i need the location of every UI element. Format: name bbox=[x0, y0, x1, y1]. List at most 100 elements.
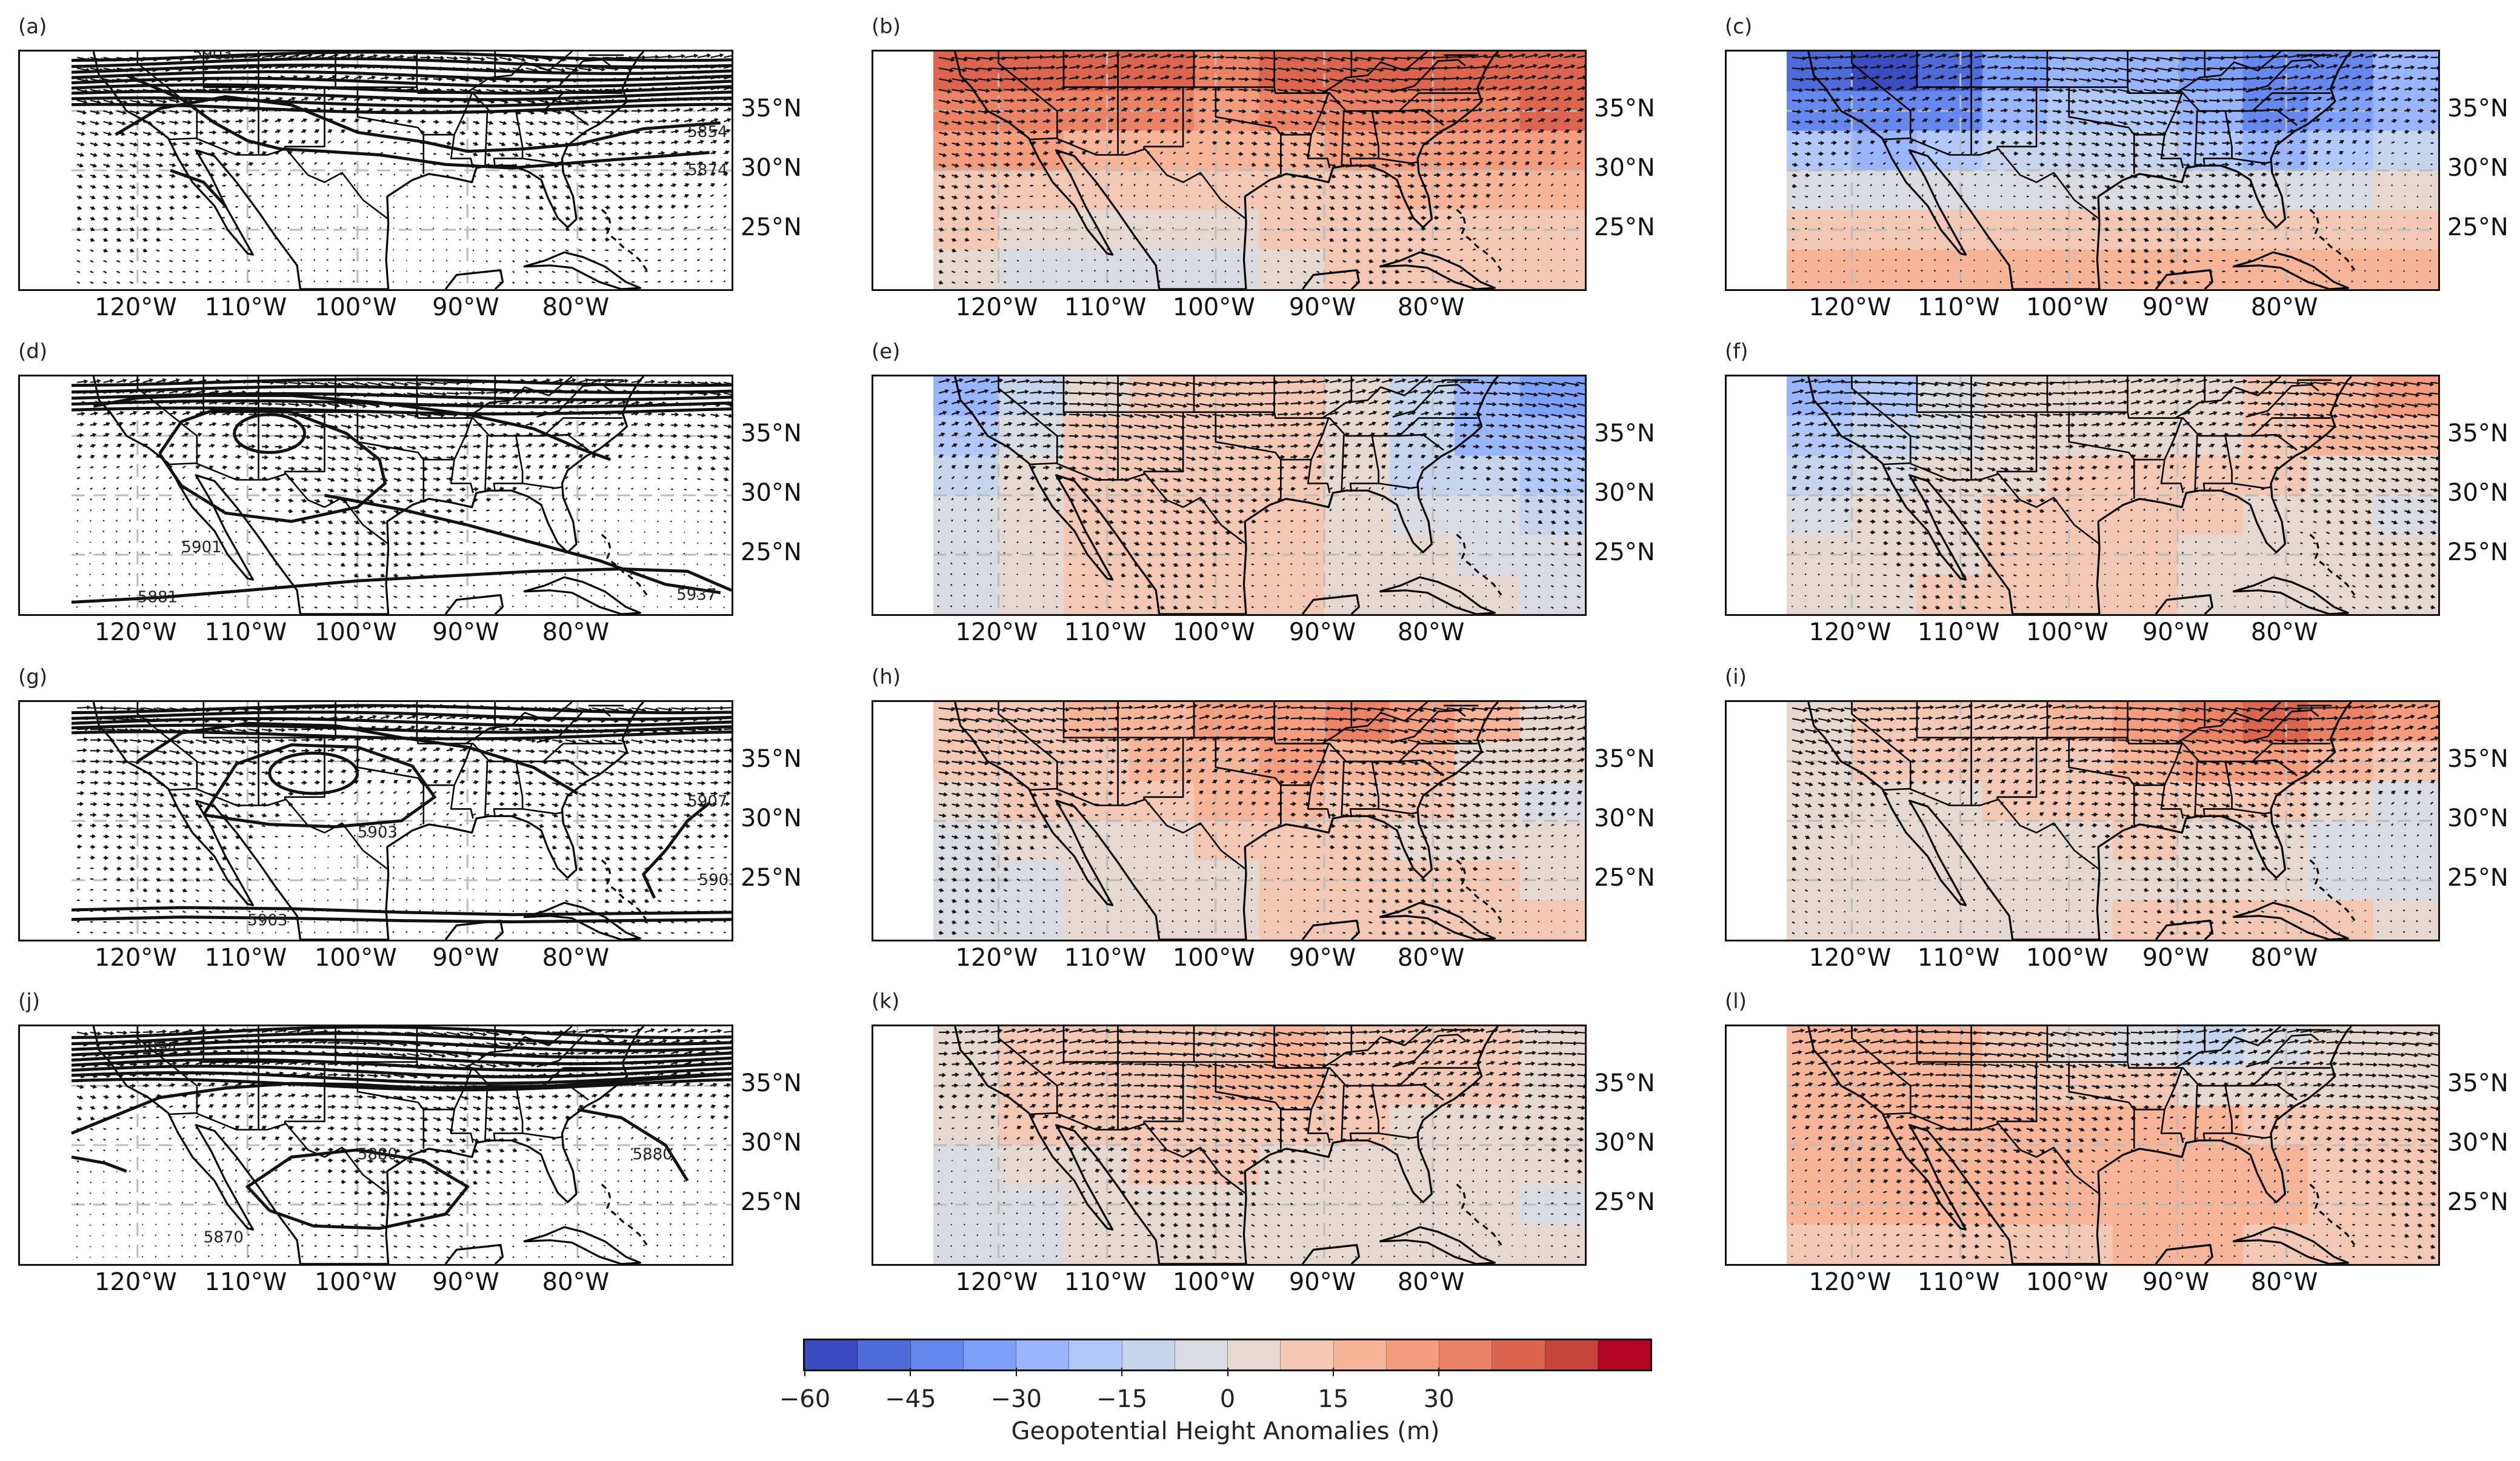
colorbar-segment bbox=[1545, 1340, 1598, 1369]
contour-label: 5903 bbox=[247, 911, 287, 929]
lon-tick-label: 90°W bbox=[432, 618, 499, 646]
anomaly-cell bbox=[1128, 249, 1195, 289]
anomaly-cell bbox=[2242, 900, 2308, 940]
panel-label: (j) bbox=[18, 989, 40, 1014]
anomaly-cell bbox=[1455, 52, 1521, 92]
anomaly-cell bbox=[1852, 821, 1918, 861]
anomaly-cell bbox=[1455, 170, 1521, 211]
anomaly-cell bbox=[1519, 52, 1585, 92]
anomaly-cell bbox=[1389, 249, 1455, 289]
anomaly-cell bbox=[1787, 495, 1853, 536]
anomaly-cell bbox=[998, 170, 1064, 211]
lon-tick-label: 80°W bbox=[542, 944, 609, 972]
coastline bbox=[1807, 52, 2356, 289]
anomaly-cell bbox=[2242, 170, 2308, 211]
anomaly-cell bbox=[1194, 702, 1260, 743]
lon-tick-label: 120°W bbox=[1809, 618, 1892, 646]
colorbar-tick-label: 0 bbox=[1220, 1385, 1235, 1413]
colorbar-segment bbox=[1122, 1340, 1175, 1369]
anomaly-cell bbox=[1064, 1224, 1130, 1264]
colorbar-tick-label: −60 bbox=[779, 1385, 830, 1413]
anomaly-cell bbox=[1128, 1224, 1195, 1264]
anomaly-cell bbox=[1519, 170, 1585, 211]
anomaly-cell bbox=[933, 376, 999, 417]
anomaly-cell bbox=[1064, 821, 1130, 861]
lon-tick-label: 80°W bbox=[1398, 618, 1464, 646]
anomaly-cell bbox=[1917, 130, 1983, 171]
colorbar-tick-mark bbox=[910, 1368, 912, 1376]
lon-tick-label: 80°W bbox=[1398, 944, 1464, 972]
colorbar-segment bbox=[1281, 1340, 1334, 1369]
anomaly-cell bbox=[1324, 821, 1390, 861]
colorbar-segment bbox=[1598, 1340, 1650, 1369]
lat-tick-label: 25°N bbox=[2447, 864, 2508, 892]
lat-tick-label: 25°N bbox=[741, 1188, 802, 1216]
anomaly-cell bbox=[2373, 1224, 2438, 1264]
anomaly-cell bbox=[2308, 249, 2374, 289]
lon-tick-label: 90°W bbox=[1289, 1268, 1356, 1296]
anomaly-cell bbox=[1389, 376, 1455, 417]
lon-tick-label: 100°W bbox=[315, 1268, 397, 1296]
anomaly-cell bbox=[1787, 170, 1853, 211]
colorbar-segment bbox=[910, 1340, 964, 1369]
lon-tick-label: 100°W bbox=[2026, 1268, 2108, 1296]
panel-label: (d) bbox=[18, 339, 47, 364]
lat-tick-label: 35°N bbox=[741, 1069, 802, 1097]
anomaly-cell bbox=[1917, 900, 1983, 940]
coastline bbox=[1807, 376, 2356, 614]
anomaly-cell bbox=[1064, 249, 1130, 289]
lat-tick-label: 30°N bbox=[2447, 154, 2508, 182]
lon-tick-label: 100°W bbox=[1173, 618, 1255, 646]
anomaly-cell bbox=[2112, 376, 2178, 417]
anomaly-cell bbox=[1787, 376, 1853, 417]
lon-tick-label: 110°W bbox=[1918, 944, 2000, 972]
anomaly-cell bbox=[1259, 900, 1325, 940]
contour-map: 5894 5880 5880 5870 bbox=[18, 1025, 733, 1266]
lat-tick-label: 30°N bbox=[2447, 804, 2508, 832]
colorbar-segment bbox=[1333, 1340, 1387, 1369]
anomaly-cell bbox=[2308, 1224, 2374, 1264]
anomaly-cell bbox=[1259, 702, 1325, 743]
contour-label: 5903 bbox=[358, 823, 398, 841]
anomaly-cell bbox=[933, 1224, 999, 1264]
map-canvas bbox=[1787, 52, 2438, 289]
anomaly-cell bbox=[2373, 52, 2438, 92]
anomaly-cell bbox=[2308, 130, 2374, 171]
lon-tick-label: 100°W bbox=[1173, 944, 1255, 972]
map-canvas bbox=[933, 52, 1585, 289]
colorbar-segment bbox=[1386, 1340, 1439, 1369]
map-canvas: 5901 5881 5937 bbox=[71, 376, 732, 614]
anomaly-cell bbox=[2308, 52, 2374, 92]
map-canvas bbox=[933, 376, 1585, 614]
colorbar-tick-mark bbox=[804, 1368, 805, 1376]
anomaly-cell bbox=[933, 249, 999, 289]
anomaly-map bbox=[872, 1025, 1587, 1266]
anomaly-cell bbox=[2308, 900, 2374, 940]
anomaly-cell bbox=[933, 495, 999, 536]
anomaly-cell bbox=[1128, 170, 1195, 211]
wind-vectors bbox=[938, 53, 1585, 285]
contour-map: 5907 5903 5903 5903 bbox=[18, 700, 733, 941]
anomaly-cell bbox=[1519, 1145, 1585, 1186]
colorbar-tick-label: −15 bbox=[1096, 1385, 1147, 1413]
anomaly-cell bbox=[1324, 495, 1390, 536]
contour-label: 5937 bbox=[676, 586, 716, 604]
anomaly-cell bbox=[2373, 1145, 2438, 1186]
colorbar-tick-mark bbox=[1227, 1368, 1228, 1376]
lon-tick-label: 110°W bbox=[1918, 618, 2000, 646]
anomaly-cell bbox=[1324, 1145, 1390, 1186]
anomaly-cell bbox=[1917, 821, 1983, 861]
anomaly-cell bbox=[1455, 1026, 1521, 1067]
anomaly-cell bbox=[933, 1145, 999, 1186]
anomaly-cell bbox=[1455, 249, 1521, 289]
anomaly-cell bbox=[1787, 455, 1853, 496]
anomaly-cell bbox=[1787, 249, 1853, 289]
lat-tick-label: 30°N bbox=[741, 479, 802, 507]
colorbar-segment bbox=[1492, 1340, 1545, 1369]
colorbar-tick-mark bbox=[1015, 1368, 1017, 1376]
anomaly-cell bbox=[1787, 1224, 1853, 1264]
anomaly-cell bbox=[2047, 1224, 2113, 1264]
lat-tick-label: 30°N bbox=[2447, 479, 2508, 507]
lon-tick-label: 90°W bbox=[1289, 618, 1356, 646]
wind-vectors bbox=[1792, 703, 2438, 935]
